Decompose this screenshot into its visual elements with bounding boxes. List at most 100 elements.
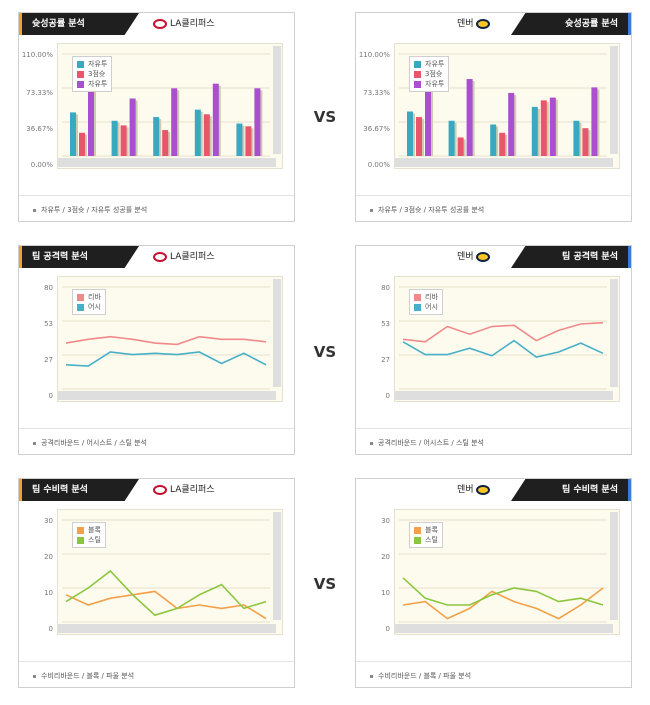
panel-title: 팀 수비력 분석: [19, 479, 139, 501]
ytick: 0: [48, 392, 53, 400]
panel-offense-right: 덴버 팀 공격력 분석 80 53 27 0 리바 어시 공격리바운드 / 어시…: [355, 245, 632, 455]
vertical-scrollbar[interactable]: [610, 46, 618, 154]
bar: [194, 109, 201, 156]
horizontal-scrollbar[interactable]: [395, 391, 613, 400]
panel-defense-right: 덴버 팀 수비력 분석 30 20 10 0 블록 스틸 수비리바운드 / 블록…: [355, 478, 632, 688]
legend-label: 블록: [88, 526, 101, 534]
line-chart: [399, 519, 607, 623]
ytick: 30: [381, 517, 390, 525]
chart-footer: 수비리바운드 / 블록 / 파울 분석: [356, 661, 631, 689]
ytick: 53: [44, 320, 53, 328]
series-line: [402, 321, 604, 343]
team-name: LA클리퍼스: [170, 252, 215, 262]
bar: [88, 81, 94, 156]
legend-label: 자유투: [425, 60, 445, 68]
panel-title: 팀 공격력 분석: [511, 246, 631, 268]
series-line: [402, 577, 604, 606]
ytick: 110.00%: [358, 51, 390, 59]
footer-text: 공격리바운드 / 어시스트 / 스틸 분석: [41, 439, 148, 447]
bar: [591, 87, 598, 156]
team-name: LA클리퍼스: [170, 19, 215, 29]
legend-label: 3점슛: [425, 70, 443, 78]
team-name: 덴버: [457, 252, 474, 262]
legend-label: 어시: [425, 303, 438, 311]
bar: [540, 100, 547, 156]
ytick: 80: [381, 284, 390, 292]
horizontal-scrollbar[interactable]: [395, 158, 613, 167]
vertical-scrollbar[interactable]: [610, 279, 618, 387]
bar: [254, 88, 261, 156]
bar: [508, 92, 515, 156]
chart-area: 블록 스틸: [394, 509, 620, 635]
team-label: LA클리퍼스: [153, 249, 215, 265]
bar: [582, 128, 589, 156]
bar: [129, 98, 136, 156]
chart-footer: 자유투 / 3점슛 / 자유투 성공률 분석: [356, 195, 631, 223]
chart-legend: 리바 어시: [409, 289, 443, 315]
team-name: LA클리퍼스: [170, 485, 215, 495]
bar: [448, 120, 455, 156]
chart-area: 자유투 3점슛 자유투: [394, 43, 620, 169]
bar: [499, 132, 506, 156]
chart-legend: 자유투 3점슛 자유투: [409, 56, 450, 92]
legend-label: 자유투: [88, 80, 108, 88]
legend-label: 자유투: [88, 60, 108, 68]
panel-defense-left: 팀 수비력 분석 LA클리퍼스 30 20 10 0 블록 스틸 수비리바운드 …: [18, 478, 295, 688]
line-chart: [62, 519, 270, 623]
series-line: [402, 339, 604, 358]
vertical-scrollbar[interactable]: [273, 512, 281, 620]
bar: [171, 88, 178, 156]
bar: [490, 124, 497, 156]
panel-title: 팀 공격력 분석: [19, 246, 139, 268]
bar-chart: [399, 53, 607, 157]
ytick: 10: [381, 589, 390, 597]
bar: [162, 130, 169, 156]
chart-footer: 자유투 / 3점슛 / 자유투 성공률 분석: [19, 195, 294, 223]
bar: [573, 120, 580, 156]
team-label: 덴버: [457, 249, 493, 265]
series-line: [65, 351, 267, 367]
ytick: 20: [381, 553, 390, 561]
vertical-scrollbar[interactable]: [273, 279, 281, 387]
vs-label: VS: [313, 575, 337, 593]
bar: [70, 112, 76, 156]
footer-text: 자유투 / 3점슛 / 자유투 성공률 분석: [41, 206, 148, 214]
horizontal-scrollbar[interactable]: [395, 624, 613, 633]
ytick: 73.33%: [26, 89, 53, 97]
legend-label: 리바: [425, 293, 438, 301]
chart-area: 리바 어시: [57, 276, 283, 402]
nuggets-logo-icon: [476, 484, 491, 495]
legend-label: 어시: [88, 303, 101, 311]
bar: [457, 137, 464, 156]
horizontal-scrollbar[interactable]: [58, 391, 276, 400]
legend-label: 리바: [88, 293, 101, 301]
series-line: [65, 569, 267, 617]
panel-offense-left: 팀 공격력 분석 LA클리퍼스 80 53 27 0 리바 어시 공격리바운드 …: [18, 245, 295, 455]
bar: [407, 111, 413, 156]
nuggets-logo-icon: [476, 251, 491, 262]
ytick: 36.67%: [363, 125, 390, 133]
ytick: 0: [385, 392, 390, 400]
panel-title: 슛성공률 분석: [19, 13, 139, 35]
bar: [111, 120, 118, 156]
ytick: 27: [44, 356, 53, 364]
team-name: 덴버: [457, 19, 474, 29]
horizontal-scrollbar[interactable]: [58, 624, 276, 633]
vertical-scrollbar[interactable]: [610, 512, 618, 620]
footer-text: 공격리바운드 / 어시스트 / 스틸 분석: [378, 439, 485, 447]
bar: [425, 86, 431, 156]
ytick: 110.00%: [21, 51, 53, 59]
ytick: 10: [44, 589, 53, 597]
team-label: 덴버: [457, 482, 493, 498]
line-chart: [399, 286, 607, 390]
vertical-scrollbar[interactable]: [273, 46, 281, 154]
bar-chart: [62, 53, 270, 157]
legend-label: 스틸: [425, 536, 438, 544]
bar: [531, 106, 538, 156]
nuggets-logo-icon: [476, 18, 491, 29]
bar: [203, 114, 210, 156]
chart-footer: 공격리바운드 / 어시스트 / 스틸 분석: [19, 428, 294, 456]
horizontal-scrollbar[interactable]: [58, 158, 276, 167]
ytick: 0: [385, 625, 390, 633]
series-line: [402, 587, 604, 620]
